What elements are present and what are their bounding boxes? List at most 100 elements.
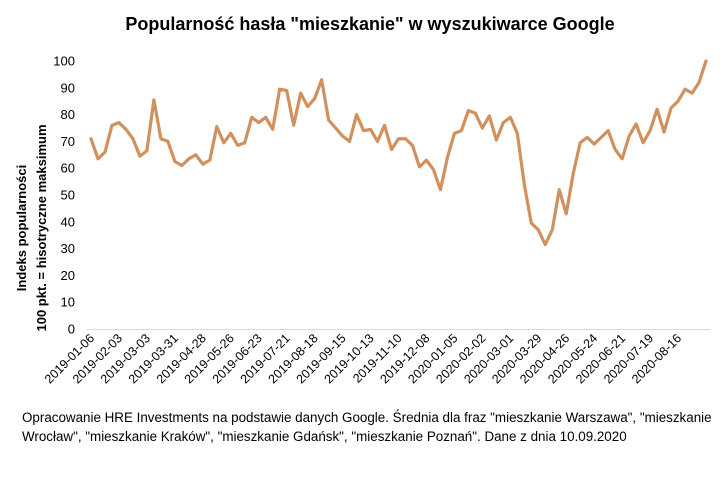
data-point bbox=[215, 125, 218, 128]
data-point bbox=[606, 129, 610, 132]
data-point bbox=[641, 141, 645, 144]
y-tick-label: 90 bbox=[61, 80, 75, 95]
data-point bbox=[551, 228, 554, 232]
data-point bbox=[124, 128, 128, 131]
y-tick-label: 50 bbox=[61, 188, 75, 203]
data-point bbox=[152, 98, 156, 102]
data-point bbox=[103, 150, 107, 154]
data-point bbox=[411, 144, 414, 147]
data-point bbox=[613, 148, 617, 151]
y-tick-label: 100 bbox=[53, 54, 75, 69]
data-point bbox=[327, 118, 330, 122]
data-point bbox=[530, 221, 533, 225]
data-point bbox=[439, 188, 442, 191]
data-point bbox=[96, 157, 100, 161]
y-axis-label-line-2: 100 pkt. = hisotryczne maksimum bbox=[34, 124, 49, 331]
data-point bbox=[683, 87, 687, 91]
data-point bbox=[145, 149, 149, 152]
data-point bbox=[418, 165, 421, 169]
x-axis-ticks: 2019-01-062019-02-032019-03-032019-03-31… bbox=[42, 331, 684, 386]
data-point bbox=[537, 228, 540, 232]
data-point bbox=[453, 132, 456, 135]
data-point bbox=[655, 108, 659, 111]
data-point bbox=[264, 116, 267, 119]
data-point bbox=[474, 112, 477, 115]
y-tick-label: 30 bbox=[61, 241, 75, 256]
y-tick-label: 60 bbox=[61, 161, 75, 176]
data-point bbox=[397, 137, 400, 140]
data-point bbox=[369, 128, 372, 131]
data-point bbox=[299, 91, 302, 95]
data-point bbox=[292, 124, 295, 127]
data-point bbox=[669, 106, 673, 110]
data-point bbox=[446, 156, 449, 159]
data-point bbox=[523, 183, 526, 186]
data-point bbox=[704, 59, 708, 63]
data-point bbox=[432, 168, 435, 171]
data-point bbox=[585, 136, 589, 139]
data-point bbox=[355, 113, 358, 116]
data-point bbox=[509, 116, 512, 119]
y-tick-label: 80 bbox=[61, 107, 75, 122]
data-point bbox=[376, 140, 379, 143]
data-point bbox=[278, 87, 281, 91]
y-tick-label: 70 bbox=[61, 134, 75, 149]
data-point bbox=[627, 134, 631, 138]
data-point bbox=[271, 128, 274, 131]
data-point bbox=[481, 126, 484, 130]
line-chart: Popularność hasła "mieszkanie" w wyszuki… bbox=[14, 14, 710, 386]
chart: Popularność hasła "mieszkanie" w wyszuki… bbox=[14, 14, 710, 386]
y-axis-label-line-1: Indeks popularności bbox=[14, 165, 29, 291]
data-point bbox=[131, 137, 135, 140]
data-point bbox=[320, 78, 323, 81]
data-point bbox=[404, 137, 407, 140]
data-point bbox=[579, 141, 582, 144]
y-tick-label: 0 bbox=[68, 322, 75, 337]
data-point bbox=[390, 148, 393, 151]
footnote: Opracowanie HRE Investments na podstawie… bbox=[22, 410, 712, 444]
chart-title: Popularność hasła "mieszkanie" w wyszuki… bbox=[125, 14, 614, 34]
data-point bbox=[467, 109, 470, 112]
data-point bbox=[502, 121, 505, 124]
y-tick-label: 20 bbox=[61, 268, 75, 283]
data-point bbox=[662, 130, 666, 134]
data-point bbox=[341, 134, 344, 138]
data-point bbox=[250, 116, 253, 119]
data-point bbox=[690, 91, 694, 95]
data-point bbox=[208, 158, 212, 162]
y-tick-label: 10 bbox=[61, 295, 75, 310]
data-point bbox=[460, 129, 463, 132]
data-point bbox=[383, 124, 386, 127]
data-point bbox=[334, 126, 337, 130]
data-point bbox=[620, 157, 624, 161]
y-axis-ticks: 0 10 20 30 40 50 60 70 80 90 100 bbox=[53, 54, 75, 337]
data-point bbox=[697, 81, 701, 84]
data-point bbox=[201, 162, 205, 166]
data-point bbox=[285, 89, 288, 92]
data-point bbox=[257, 121, 260, 124]
data-point bbox=[313, 97, 316, 100]
data-point bbox=[425, 158, 428, 162]
data-point bbox=[180, 164, 184, 167]
data-point bbox=[110, 124, 114, 127]
data-point bbox=[488, 114, 491, 118]
data-point bbox=[243, 141, 246, 144]
data-point bbox=[222, 141, 225, 144]
data-point bbox=[362, 129, 365, 132]
data-point bbox=[676, 100, 680, 103]
data-point bbox=[187, 157, 191, 161]
data-point bbox=[558, 188, 561, 191]
data-point bbox=[572, 172, 575, 175]
data-point bbox=[544, 243, 547, 246]
data-point bbox=[495, 138, 498, 142]
data-point bbox=[648, 129, 652, 132]
y-tick-label: 40 bbox=[61, 214, 75, 229]
data-point bbox=[138, 154, 142, 158]
data-point bbox=[194, 153, 198, 156]
data-point bbox=[89, 137, 93, 140]
data-point bbox=[306, 105, 309, 108]
data-point bbox=[117, 121, 121, 124]
data-point bbox=[565, 212, 568, 215]
data-point bbox=[166, 140, 170, 143]
series-layer bbox=[89, 59, 708, 247]
